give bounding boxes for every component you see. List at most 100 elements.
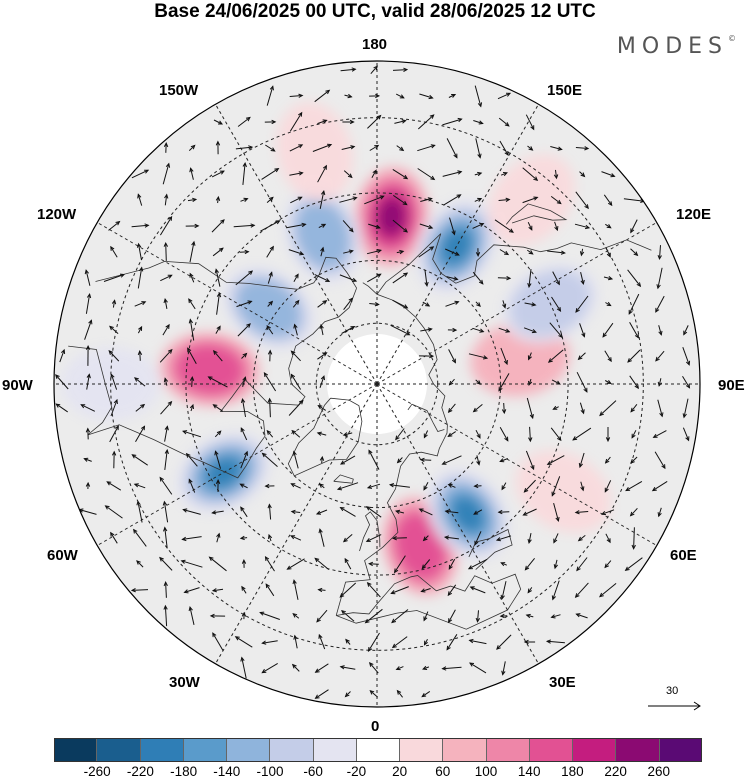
- wind-vector: [159, 215, 173, 236]
- wind-vector: [390, 586, 409, 595]
- wind-vector: [233, 223, 256, 228]
- wind-vector: [212, 404, 223, 412]
- wind-vector: [365, 506, 382, 518]
- wind-vector: [370, 65, 378, 75]
- wind-vector: [630, 248, 639, 257]
- wind-vector: [522, 508, 537, 516]
- colorbar-swatch: [97, 738, 141, 762]
- wind-vector: [599, 400, 617, 417]
- wind-vector: [551, 296, 562, 312]
- wind-vector: [605, 223, 612, 229]
- wind-vector: [390, 324, 411, 336]
- wind-vector: [499, 427, 509, 442]
- wind-vector: [104, 505, 123, 519]
- wind-vector: [444, 509, 459, 514]
- wind-vector: [211, 510, 224, 515]
- wind-vector: [575, 146, 590, 151]
- wind-vector: [575, 613, 588, 619]
- wind-vector: [344, 93, 353, 99]
- wind-vector: [241, 585, 247, 594]
- wind-vector: [395, 509, 405, 514]
- wind-vector: [603, 276, 614, 281]
- wind-vector: [339, 274, 358, 282]
- coastline: [287, 397, 363, 477]
- wind-vector: [572, 427, 592, 441]
- wind-vector: [497, 509, 510, 515]
- wind-vector: [601, 171, 616, 178]
- wind-vector: [288, 249, 305, 256]
- colorbar-tick-label: -180: [170, 764, 198, 779]
- wind-vector: [314, 663, 329, 673]
- map-border: [53, 60, 701, 708]
- wind-vector: [472, 271, 484, 285]
- wind-vector: [159, 348, 173, 363]
- wind-vector: [187, 197, 198, 203]
- latitude-circle: [252, 259, 502, 509]
- wind-vector: [211, 219, 225, 233]
- wind-vector: [211, 170, 225, 178]
- wind-vector: [312, 143, 333, 152]
- wind-vector: [293, 634, 298, 649]
- wind-vector: [551, 379, 561, 385]
- wind-vector: [418, 353, 435, 359]
- wind-vector: [497, 275, 512, 281]
- wind-vector: [364, 195, 385, 205]
- wind-vector: [424, 270, 429, 287]
- wind-vector: [319, 189, 326, 209]
- wind-vector: [469, 662, 487, 674]
- coastline: [336, 573, 522, 630]
- wind-vector: [474, 197, 483, 202]
- reference-vector-label: 30: [666, 685, 679, 697]
- wind-vector: [266, 324, 274, 335]
- wind-vector: [448, 378, 455, 386]
- wind-vector: [180, 559, 203, 568]
- wind-vector: [442, 117, 463, 126]
- wind-vector: [289, 111, 303, 132]
- coastline: [68, 287, 357, 479]
- wind-vector: [317, 164, 327, 183]
- graticule: [54, 61, 700, 707]
- wind-vector: [267, 300, 274, 307]
- wind-vector: [314, 89, 331, 103]
- wind-vector: [445, 300, 460, 307]
- wind-vector: [393, 194, 408, 206]
- wind-vector: [344, 691, 351, 698]
- colorbar-tick-label: 140: [517, 764, 541, 779]
- wind-vector: [550, 195, 562, 205]
- wind-vector: [260, 220, 281, 232]
- wind-vector: [266, 429, 274, 438]
- wind-vector: [286, 558, 305, 570]
- wind-vector: [290, 350, 301, 362]
- wind-vector: [654, 451, 666, 470]
- wind-vector: [293, 273, 299, 282]
- wind-vector: [417, 144, 436, 152]
- wind-vector: [523, 639, 536, 645]
- colorbar-swatch: [529, 738, 574, 762]
- wind-vector: [475, 138, 482, 159]
- wind-vector: [551, 476, 561, 497]
- wind-vector: [261, 662, 278, 674]
- wind-vector: [422, 535, 429, 542]
- wind-vector: [473, 120, 484, 125]
- wind-vector: [474, 85, 483, 108]
- wind-vector: [212, 247, 224, 257]
- wind-vector: [110, 531, 118, 544]
- colorbar-swatch: [270, 738, 314, 762]
- wind-vector: [319, 323, 324, 336]
- wind-vector: [419, 93, 434, 100]
- wind-vector: [498, 327, 511, 333]
- wind-vector: [525, 114, 535, 131]
- wind-vector: [163, 241, 169, 261]
- wind-vector: [267, 349, 273, 362]
- wind-vector: [130, 588, 149, 593]
- wind-vector: [240, 397, 246, 417]
- wind-vector: [263, 372, 277, 392]
- wind-vector: [208, 556, 227, 572]
- wind-vector: [605, 533, 611, 544]
- wind-vector: [449, 217, 456, 236]
- wind-vector: [371, 169, 377, 178]
- lon-label-150w: 150W: [159, 82, 199, 99]
- wind-vector: [629, 322, 639, 339]
- wind-vector: [473, 509, 483, 515]
- wind-vector: [602, 322, 614, 338]
